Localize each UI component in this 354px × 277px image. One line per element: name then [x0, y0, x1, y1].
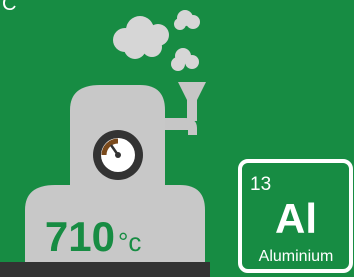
illustration: C 710 °c 13 Al Aluminium — [0, 0, 354, 277]
gauge — [93, 130, 143, 180]
temperature-unit: °c — [118, 227, 141, 257]
element-name: Aluminium — [259, 248, 334, 265]
header-fragment: C — [2, 0, 16, 15]
temperature-value: 710 — [45, 213, 115, 260]
floor — [0, 262, 210, 277]
atomic-number: 13 — [250, 174, 271, 195]
element-symbol: Al — [275, 195, 317, 242]
